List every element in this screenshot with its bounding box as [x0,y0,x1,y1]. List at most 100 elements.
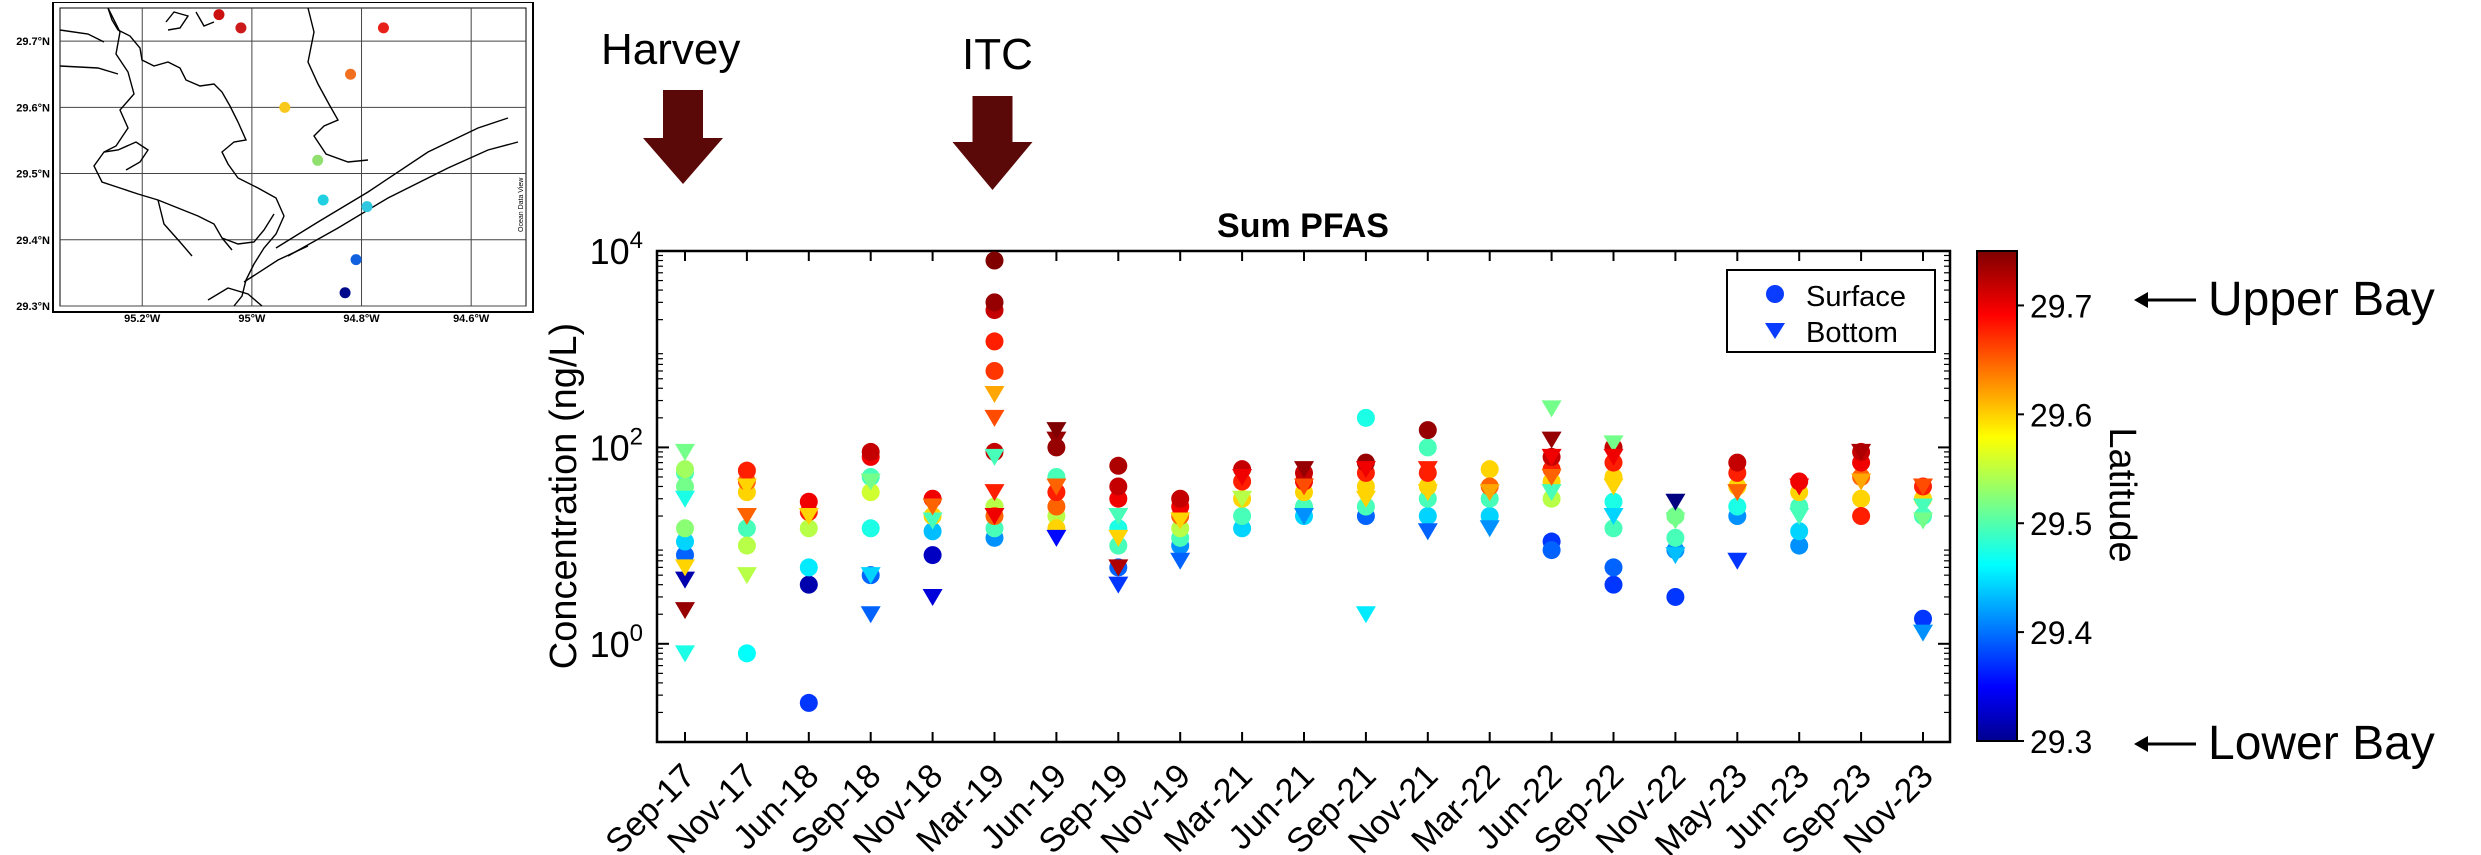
surface-point [1233,507,1252,526]
lower-bay-arrow-icon [2134,736,2196,752]
bottom-point [1108,529,1129,547]
bottom-point [1665,493,1686,511]
map-station-dot [213,9,225,21]
bottom-point [1108,559,1129,577]
bottom-point [1541,448,1562,466]
surface-point [985,361,1004,380]
bottom-point [1355,490,1376,508]
bottom-point [736,508,757,526]
map-lat-label: 29.5°N [16,169,50,181]
bottom-point [1170,552,1191,570]
bottom-point [1108,576,1129,594]
surface-point [1728,453,1747,472]
surface-point [737,644,756,663]
bottom-point [1789,508,1810,526]
colorbar-tick-label: 29.5 [2030,506,2092,542]
map-lat-label: 29.7°N [16,36,50,48]
event-arrow-icon [643,90,723,184]
chart-title: Sum PFAS [1217,207,1389,245]
station-map: 95.2°W 95°W 94.8°W 94.6°W 29.7°N 29.6°N 29.5°N… [16,2,534,322]
bottom-point [922,588,943,606]
colorbar-ticks: 29.3 29.4 29.5 29.6 29.7 [2017,288,2092,760]
surface-point [799,575,818,594]
map-lat-label: 29.6°N [16,102,50,114]
colorbar-tick-label: 29.7 [2030,288,2092,324]
bottom-point [675,443,695,461]
surface-point [799,558,818,577]
surface-point [861,442,880,461]
bottom-point [1355,461,1376,479]
bottom-point [1232,468,1253,486]
map-station-dot [235,22,247,34]
bottom-point [984,484,1005,502]
map-station-dot [317,194,329,206]
surface-point [1852,507,1871,526]
surface-point [985,332,1004,351]
surface-point [1542,541,1561,560]
bottom-point [1355,606,1376,624]
event-arrows [643,90,1033,190]
colorbar-label: Latitude [2101,427,2143,562]
bottom-point [1479,484,1500,502]
bottom-point [1046,529,1067,547]
event-arrow-icon [952,96,1033,190]
surface-point [923,546,942,565]
surface-point [1109,456,1128,475]
upper-bay-label: Upper Bay [2208,273,2435,326]
surface-point [737,519,756,538]
y-tick-label: 102 [590,423,643,468]
bottom-point [860,473,881,491]
map-station-dot [339,287,351,299]
surface-point [1604,492,1623,511]
bottom-point [1046,478,1067,496]
map-credit: Ocean Data View [518,177,525,232]
legend-surface-label: Surface [1806,281,1906,313]
bottom-point [984,448,1005,466]
surface-point [1790,536,1809,555]
bottom-point [1913,512,1933,530]
map-lat-label: 29.3°N [16,301,50,313]
map-stations [213,9,389,299]
surface-point [1480,460,1499,479]
map-station-dot [377,22,389,34]
bottom-point [1851,443,1872,461]
bottom-point [1913,498,1933,516]
surface-point [676,519,694,538]
bottom-point [984,508,1005,526]
surface-point [676,460,694,479]
bottom-point [1417,484,1438,502]
bottom-point [1665,512,1686,530]
surface-point [1418,421,1437,440]
bottom-point [798,508,819,526]
surface-point [1604,558,1623,577]
bottom-point [1108,508,1129,526]
surface-point [861,519,880,538]
surface-point [1109,477,1128,496]
surface-point [923,522,942,541]
surface-point [1790,522,1809,541]
bottom-point [1232,490,1253,508]
legend-bottom-label: Bottom [1806,317,1898,349]
surface-point [1418,438,1437,457]
lower-bay-label: Lower Bay [2208,717,2435,770]
bottom-point [1417,523,1438,541]
surface-point [1047,497,1066,516]
bottom-point [1046,422,1067,440]
y-axis-label: Concentration (ng/L) [543,323,585,669]
bottom-point [1541,400,1562,418]
surface-point [1914,609,1932,628]
bottom-point [984,409,1005,427]
bottom-point [675,645,695,663]
surface-point [1356,408,1375,427]
surface-point [1852,489,1871,508]
bottom-point [1294,461,1314,479]
colorbar-tick-label: 29.6 [2030,397,2092,433]
map-station-dot [350,254,362,266]
bottom-point [736,478,757,496]
map-lon-label: 94.6°W [453,313,490,322]
surface-point [676,532,694,551]
bottom-point [1603,478,1624,496]
map-lon-label: 94.8°W [343,313,380,322]
surface-point [799,693,818,712]
